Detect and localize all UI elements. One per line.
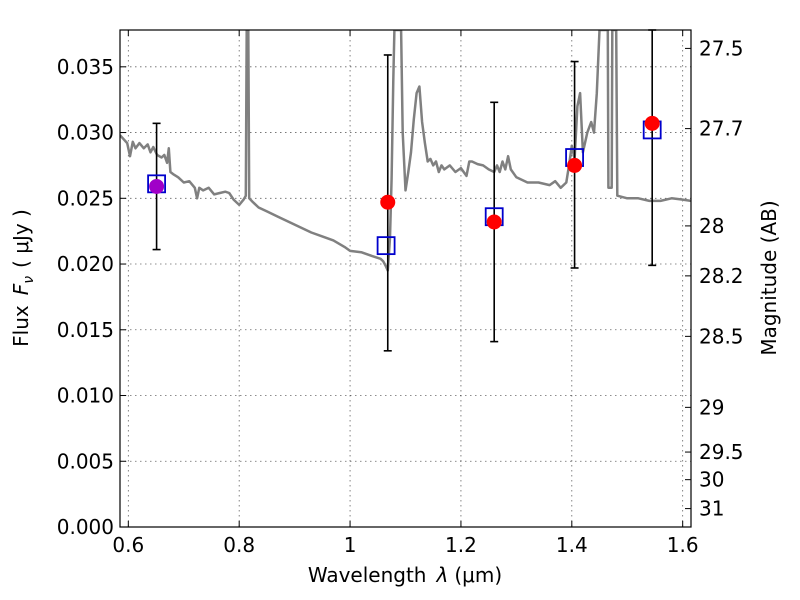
circle-marker (644, 115, 660, 131)
circle-marker (567, 157, 583, 173)
y-axis-ticks: 0.000 0.005 0.010 0.015 0.020 0.025 0.030 0.035 (57, 55, 126, 539)
y-tick-label: 0.010 (57, 384, 114, 408)
x-tick-label: 1 (344, 533, 357, 557)
x-tick-label: 1.6 (667, 533, 699, 557)
y-axis-label-subscript: ν (21, 276, 37, 284)
y-tick-label: 0.025 (57, 186, 114, 210)
y-tick-label: 0.015 (57, 318, 114, 342)
square-marker (376, 236, 396, 256)
x-tick-label: 0.6 (112, 533, 144, 557)
y2-tick-label: 31 (699, 497, 724, 521)
x-axis-ticks: 0.6 0.8 1 1.2 1.4 1.6 (112, 30, 699, 557)
grid-lines (120, 30, 691, 528)
y2-axis-ticks: 27.5 27.7 28 28.2 28.5 29 29.5 30 31 (685, 36, 744, 521)
y2-tick-label: 29.5 (699, 440, 744, 464)
y-tick-label: 0.035 (57, 55, 114, 79)
y-tick-label: 0.030 (57, 121, 114, 145)
y2-tick-label: 28.5 (699, 324, 744, 348)
circle-marker (380, 194, 396, 210)
circle-marker (149, 178, 165, 194)
model-spectrum-line (120, 30, 691, 272)
y2-tick-label: 29 (699, 395, 724, 419)
x-tick-label: 1.4 (556, 533, 588, 557)
y2-tick-label: 28 (699, 214, 724, 238)
x-tick-label: 0.8 (223, 533, 255, 557)
y2-axis-label: Magnitude (AB) (757, 200, 781, 355)
model-spectrum (120, 30, 691, 272)
x-axis-label-symbol: λ (436, 563, 449, 587)
y-tick-label: 0.000 (57, 515, 114, 539)
plot-frame (119, 29, 692, 528)
x-axis-label-unit: (μm) (454, 563, 502, 587)
y-axis-label-unit: ( μJy ) (9, 209, 33, 268)
y-axis-label-symbol: F (9, 283, 33, 295)
y-tick-label: 0.020 (57, 252, 114, 276)
y2-tick-label: 27.5 (699, 36, 744, 60)
x-axis-label: Wavelength λ (μm) (308, 563, 502, 587)
y-tick-label: 0.005 (57, 449, 114, 473)
y2-tick-label: 28.2 (699, 264, 744, 288)
y-axis-label-text: Flux (9, 305, 33, 347)
y-axis-label: Flux Fν ( μJy ) (9, 209, 37, 347)
circle-marker (486, 214, 502, 230)
x-axis-label-text: Wavelength (308, 563, 427, 587)
data-markers (147, 115, 662, 256)
y2-tick-label: 30 (699, 468, 724, 492)
x-tick-label: 1.2 (445, 533, 477, 557)
y2-tick-label: 27.7 (699, 117, 744, 141)
